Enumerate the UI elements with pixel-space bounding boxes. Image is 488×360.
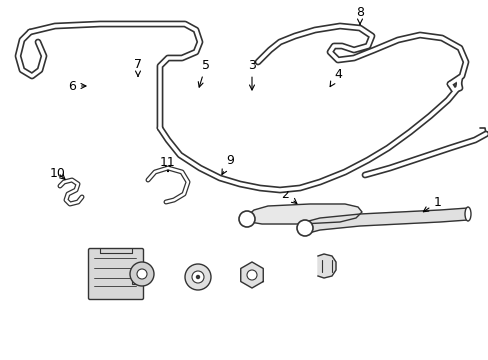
Text: 3: 3 [247,59,255,90]
Polygon shape [305,208,467,234]
Polygon shape [317,254,335,278]
Ellipse shape [464,207,470,221]
Circle shape [184,264,210,290]
Text: 10: 10 [50,166,66,180]
FancyBboxPatch shape [88,248,143,300]
Circle shape [196,275,199,279]
Text: 11: 11 [160,156,176,171]
Text: 5: 5 [198,59,209,87]
Circle shape [192,271,203,283]
Text: 7: 7 [134,58,142,76]
Bar [132,274,143,284]
Circle shape [296,220,312,236]
Text: 9: 9 [222,153,233,175]
Text: 8: 8 [355,5,363,24]
Text: 4: 4 [329,68,341,87]
Text: 1: 1 [423,195,441,212]
Circle shape [137,269,147,279]
Text: 6: 6 [68,80,86,93]
Circle shape [246,270,257,280]
Circle shape [239,211,254,227]
Polygon shape [240,262,263,288]
Polygon shape [244,204,361,224]
Circle shape [130,262,154,286]
Text: 2: 2 [281,188,296,203]
